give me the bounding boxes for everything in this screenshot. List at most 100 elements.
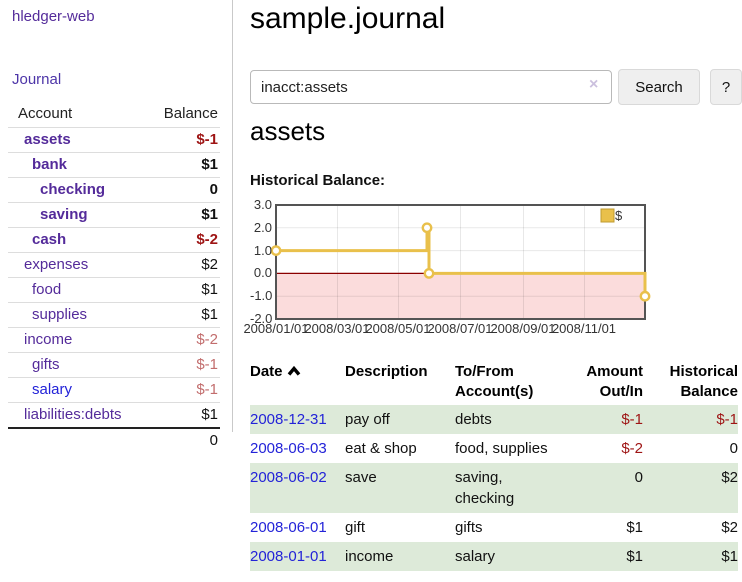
transaction-description: pay off xyxy=(345,405,455,434)
account-heading: assets xyxy=(250,116,326,146)
transaction-balance: $2 xyxy=(643,463,738,513)
transaction-row: 2008-06-01 gift gifts $1 $2 xyxy=(250,513,738,542)
account-balance: $-1 xyxy=(150,352,220,378)
y-axis-label: -1.0 xyxy=(250,288,273,303)
register-header-amount: Amount Out/In xyxy=(586,363,643,400)
data-point-markers xyxy=(270,222,651,302)
y-axis-label: 3.0 xyxy=(253,197,272,212)
transaction-accounts: food, supplies xyxy=(455,440,548,457)
accounts-header-account: Account xyxy=(18,105,73,122)
chart-title: Historical Balance: xyxy=(250,172,386,189)
account-row: supplies $1 xyxy=(8,302,220,328)
account-row: income $-2 xyxy=(8,327,220,353)
transaction-balance: 0 xyxy=(729,440,738,457)
legend-swatch xyxy=(600,208,615,223)
account-row: bank $1 xyxy=(8,152,220,178)
transaction-balance: $2 xyxy=(721,519,738,536)
y-axis-label: 0.0 xyxy=(253,265,272,280)
register-header-row: Date Description To/From Account(s) Amou… xyxy=(250,358,738,405)
account-row: salary $-1 xyxy=(8,377,220,403)
transaction-description: gift xyxy=(345,519,366,536)
account-link[interactable]: income xyxy=(24,331,73,348)
sort-ascending-icon xyxy=(287,362,301,382)
accounts-header-balance: Balance xyxy=(163,105,218,122)
account-balance: $1 xyxy=(150,302,220,328)
x-axis-label: 2008/05/01 xyxy=(365,321,431,336)
sidebar-item-journal[interactable]: Journal xyxy=(12,71,62,88)
account-balance: $-2 xyxy=(150,327,220,353)
transaction-amount: $1 xyxy=(626,519,643,536)
transaction-row: 2008-01-01 income salary $1 $1 xyxy=(250,542,738,571)
transaction-accounts: salary xyxy=(455,542,559,571)
help-button[interactable]: ? xyxy=(710,69,742,105)
transaction-row: 2008-06-02 save saving, checking 0 $2 xyxy=(250,463,738,513)
account-row: saving $1 xyxy=(8,202,220,228)
transaction-amount: $1 xyxy=(559,542,643,571)
page-title: sample.journal xyxy=(250,2,446,35)
account-link[interactable]: checking xyxy=(40,181,106,198)
account-row: cash $-2 xyxy=(8,227,220,253)
y-axis-label: 2.0 xyxy=(253,220,272,235)
account-balance: $1 xyxy=(150,402,220,428)
account-link[interactable]: expenses xyxy=(24,256,89,273)
account-link[interactable]: food xyxy=(32,281,62,298)
account-row: expenses $2 xyxy=(8,252,220,278)
y-axis-label: 1.0 xyxy=(253,243,272,258)
transaction-date-link[interactable]: 2008-01-01 xyxy=(250,548,327,565)
account-row: assets $-1 xyxy=(8,127,220,153)
x-axis-label: 2008/07/01 xyxy=(427,321,493,336)
account-link[interactable]: assets xyxy=(24,131,71,148)
register-table: Date Description To/From Account(s) Amou… xyxy=(250,358,738,571)
transaction-amount: 0 xyxy=(559,463,643,513)
account-link[interactable]: salary xyxy=(32,381,73,398)
clear-search-icon[interactable]: × xyxy=(589,76,599,93)
transaction-description: income xyxy=(345,542,455,571)
account-link[interactable]: liabilities:debts xyxy=(24,406,122,423)
y-axis-label: -2.0 xyxy=(250,311,273,326)
search-form: × Search ? xyxy=(250,69,742,107)
account-balance: $1 xyxy=(150,202,220,228)
transaction-balance: $1 xyxy=(643,542,738,571)
account-balance: $-1 xyxy=(150,377,220,403)
account-link[interactable]: saving xyxy=(40,206,88,223)
register-header-description: Description xyxy=(345,363,428,380)
x-axis-label: 2008/09/01 xyxy=(490,321,556,336)
account-link[interactable]: cash xyxy=(32,231,67,248)
account-balance: $1 xyxy=(150,152,220,178)
transaction-amount: $-2 xyxy=(621,440,643,457)
transaction-date-link[interactable]: 2008-06-02 xyxy=(250,469,327,486)
search-button[interactable]: Search xyxy=(618,69,700,105)
transaction-accounts: saving, checking xyxy=(455,463,559,513)
x-axis-label: 2008/01/01 xyxy=(243,321,309,336)
chart-canvas xyxy=(270,204,651,320)
register-header-tofrom: To/From Account(s) xyxy=(455,363,534,400)
account-link[interactable]: supplies xyxy=(32,306,88,323)
transaction-row: 2008-06-03 eat & shop food, supplies $-2… xyxy=(250,434,738,463)
transaction-description: save xyxy=(345,463,455,513)
sidebar: hledger-web Journal Account Balance asse… xyxy=(0,0,233,453)
transaction-accounts: gifts xyxy=(455,519,483,536)
transaction-accounts: debts xyxy=(455,405,559,434)
account-link[interactable]: gifts xyxy=(32,356,60,373)
account-row: food $1 xyxy=(8,277,220,303)
accounts-total: 0 xyxy=(150,427,220,453)
transaction-description: eat & shop xyxy=(345,440,417,457)
account-row: gifts $-1 xyxy=(8,352,220,378)
account-link[interactable]: bank xyxy=(32,156,68,173)
date-header-label: Date xyxy=(250,363,283,380)
brand-link[interactable]: hledger-web xyxy=(12,8,95,25)
transaction-date-link[interactable]: 2008-06-03 xyxy=(250,440,327,457)
legend-label: $ xyxy=(615,208,623,223)
search-input[interactable] xyxy=(250,70,612,104)
transaction-date-link[interactable]: 2008-06-01 xyxy=(250,519,327,536)
account-balance: $-1 xyxy=(150,127,220,153)
account-row: liabilities:debts $1 xyxy=(8,402,220,428)
register-header-date[interactable]: Date xyxy=(250,358,345,405)
transaction-balance: $-1 xyxy=(643,405,738,434)
account-row: checking 0 xyxy=(8,177,220,203)
balance-chart: 3.0 2.0 1.0 0.0 -1.0 -2.0 2008/01/01 200… xyxy=(243,197,742,350)
x-axis-label: 2008/11/01 xyxy=(551,321,617,336)
account-balance: $2 xyxy=(150,252,220,278)
transaction-date-link[interactable]: 2008-12-31 xyxy=(250,411,327,428)
account-balance: $1 xyxy=(150,277,220,303)
